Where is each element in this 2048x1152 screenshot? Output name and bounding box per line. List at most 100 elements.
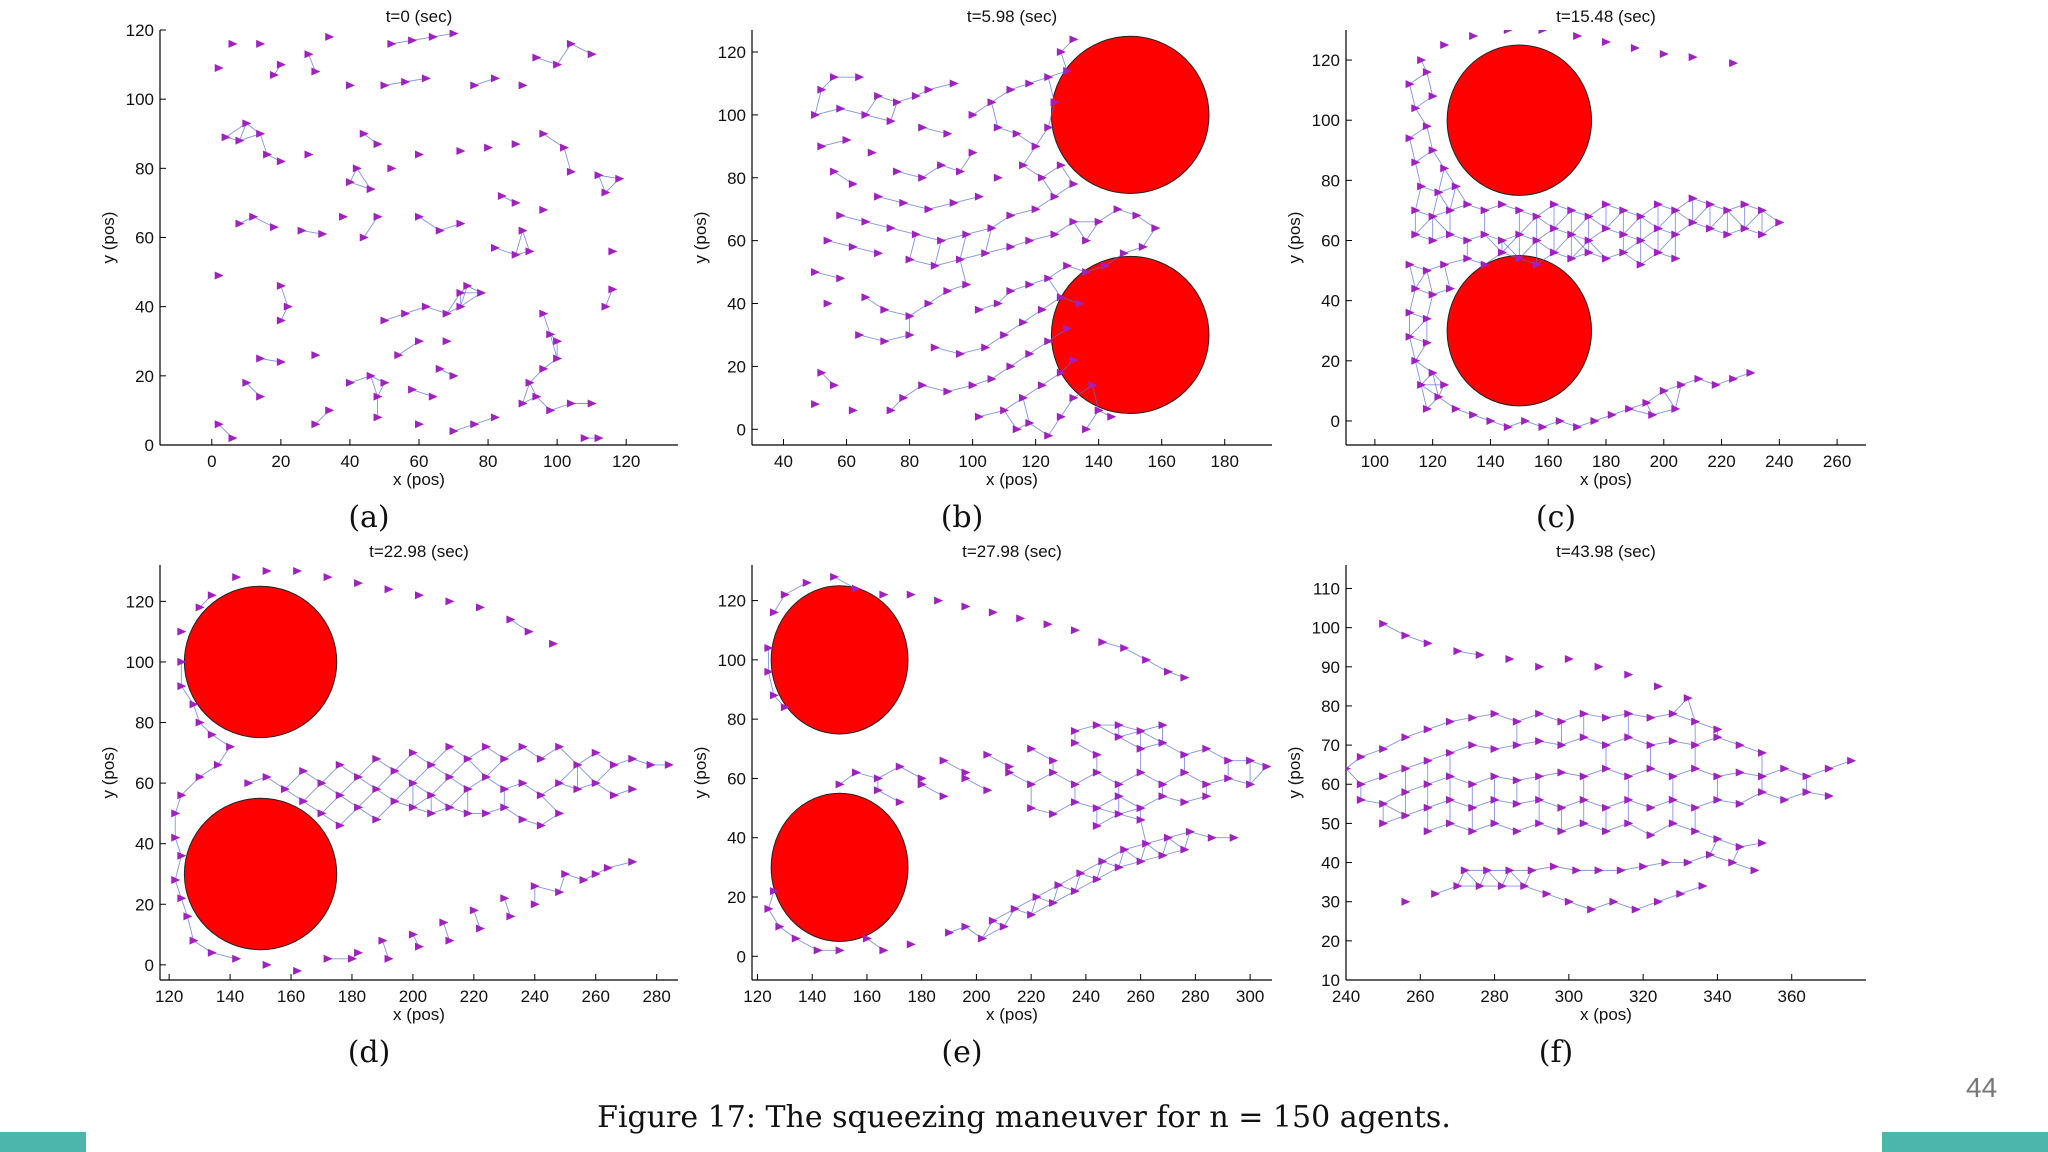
agent-marker (1646, 713, 1656, 722)
agent-marker (1076, 869, 1086, 878)
agent-marker (1691, 741, 1701, 750)
agent-marker (394, 351, 404, 360)
agent-marker (892, 98, 902, 107)
agent-marker (848, 180, 858, 189)
agent-marker (1688, 53, 1698, 62)
agent-marker (1119, 249, 1129, 258)
agent-marker (1802, 772, 1812, 781)
agent-marker (1428, 212, 1438, 221)
agent-marker (1460, 866, 1470, 875)
agent-marker (1379, 619, 1389, 628)
agents (1346, 619, 1857, 914)
agent-marker (347, 954, 357, 963)
agent-marker (1411, 158, 1421, 167)
agent-marker (1063, 261, 1073, 270)
agent-marker (1092, 821, 1102, 830)
agent-marker (1532, 260, 1542, 269)
agent-marker (968, 110, 978, 119)
agent-marker (408, 748, 418, 757)
agent-marker (1498, 236, 1507, 245)
agent-marker (1069, 35, 1079, 44)
agent-marker (646, 760, 656, 769)
agent-marker (1729, 59, 1739, 68)
agent-marker (1579, 795, 1589, 804)
agent-marker (280, 785, 290, 794)
agent-link (909, 259, 935, 267)
agent-marker (1379, 819, 1389, 828)
agent-marker (1564, 897, 1574, 906)
agent-link (1096, 861, 1103, 880)
agent-marker (539, 364, 549, 373)
agent-marker (1691, 803, 1701, 812)
agent-marker (1453, 647, 1463, 656)
y-axis-label: y (pos) (691, 747, 710, 799)
agent-marker (232, 954, 242, 963)
x-tick-label: 180 (907, 987, 935, 1006)
agent-marker (999, 922, 1009, 931)
agent-marker (1356, 752, 1366, 761)
agent-marker (1158, 721, 1168, 730)
agent-marker (421, 302, 431, 311)
agent-marker (829, 73, 839, 82)
agent-marker (1056, 293, 1066, 302)
y-axis-label: y (pos) (1285, 747, 1304, 799)
agent-marker (532, 392, 542, 401)
plot-area (764, 572, 1272, 955)
agent-marker (983, 750, 993, 759)
y-tick-label: 20 (1321, 352, 1340, 371)
agent-marker (1000, 330, 1010, 339)
x-tick-label: 40 (340, 452, 359, 471)
agent-marker (918, 173, 928, 182)
agent-marker (917, 780, 927, 789)
agent-link (534, 885, 560, 893)
agent-marker (895, 762, 905, 771)
agent-marker (549, 639, 559, 648)
agent-link (1409, 84, 1416, 109)
agent-marker (1677, 380, 1687, 389)
agent-marker (823, 299, 833, 308)
agent-marker (1440, 380, 1450, 389)
agent-link (363, 216, 378, 238)
y-tick-label: 120 (718, 592, 746, 611)
agent-marker (1446, 284, 1455, 293)
agent-marker (1031, 142, 1041, 151)
agent-marker (1711, 380, 1721, 389)
agent-marker (1624, 772, 1634, 781)
agent-marker (1555, 416, 1565, 425)
agent-link (1409, 264, 1416, 289)
agent-marker (1019, 161, 1029, 170)
agent-marker (1735, 741, 1745, 750)
agent-marker (892, 167, 902, 176)
agent-link (1449, 186, 1457, 211)
agent-marker (276, 358, 286, 366)
agent-marker (463, 754, 473, 763)
agent-marker (1070, 727, 1080, 735)
agent-marker (427, 809, 437, 818)
agent-marker (906, 590, 916, 599)
agent-marker (1006, 286, 1016, 295)
agent-link (1060, 51, 1068, 72)
agent-marker (1423, 827, 1433, 836)
agent-marker (304, 50, 314, 59)
agent-marker (1151, 224, 1161, 233)
agent-marker (1032, 893, 1042, 901)
agent-marker (373, 392, 383, 401)
x-tick-label: 100 (958, 452, 986, 471)
agent-marker (899, 393, 909, 402)
agent-marker (1520, 882, 1530, 891)
agent-link (1091, 385, 1100, 411)
agent-marker (195, 603, 205, 612)
x-tick-label: 140 (1084, 452, 1112, 471)
agent-marker (352, 164, 362, 173)
agent-link (174, 879, 182, 899)
agent-marker (1434, 392, 1444, 401)
agent-marker (1706, 850, 1715, 859)
agent-marker (1713, 835, 1723, 844)
obstacle-circle (183, 797, 338, 951)
agent-marker (384, 585, 394, 594)
agent-marker (335, 791, 345, 800)
agent-marker (924, 205, 934, 214)
agent-marker (1114, 863, 1124, 872)
agent-marker (1668, 772, 1678, 781)
